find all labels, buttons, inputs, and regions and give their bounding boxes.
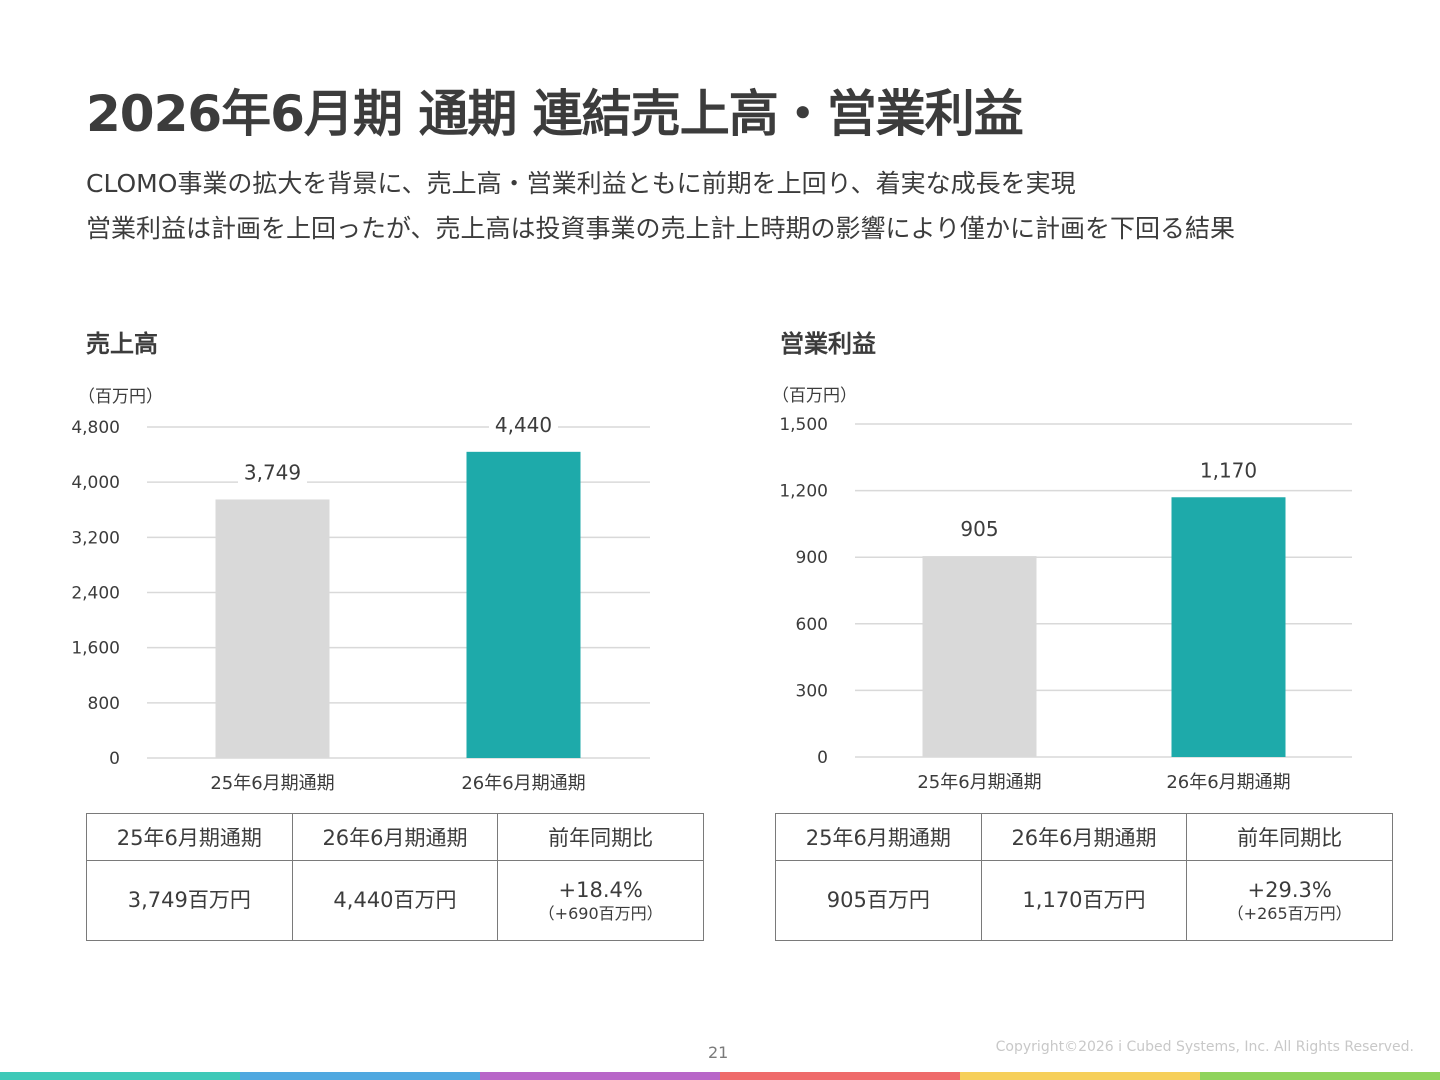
- table-row: 3,749百万円 4,440百万円 +18.4% （+690百万円）: [86, 860, 704, 941]
- bottom-bar-segment: [720, 1072, 960, 1080]
- bar: [466, 451, 581, 758]
- table-header-row: 25年6月期通期 26年6月期通期 前年同期比: [775, 813, 1393, 861]
- page-title: 2026年6月期 通期 連結売上高・営業利益: [86, 85, 1024, 143]
- sales-change-amt: （+690百万円）: [538, 903, 663, 923]
- y-tick-label: 4,800: [71, 418, 120, 438]
- copyright-notice: Copyright©2026 i Cubed Systems, Inc. All…: [995, 1039, 1414, 1055]
- data-label: 1,170: [1200, 458, 1257, 482]
- x-tick-label: 25年6月期通期: [210, 773, 334, 794]
- profit-bar-chart: 0 300 600 900 1,200 1,500 905 25年6月期通期 1,170 26年6…: [779, 415, 1352, 793]
- bar: [215, 499, 330, 758]
- bottom-bar-segment: [960, 1072, 1200, 1080]
- data-label: 4,440: [495, 413, 552, 437]
- bottom-bar-segment: [480, 1072, 720, 1080]
- page-number: 21: [708, 1043, 729, 1062]
- data-label-bg: [956, 514, 1003, 545]
- y-tick-label: 1,200: [779, 482, 828, 502]
- sales-bar-chart: 0 800 1,600 2,400 3,200 4,000 4,800 3,749 25年6月期…: [71, 409, 650, 794]
- bottom-color-bar: [0, 1072, 1440, 1080]
- y-tick-label: 2,400: [71, 584, 120, 604]
- bottom-bar-segment: [0, 1072, 240, 1080]
- bar: [1171, 497, 1286, 757]
- y-tick-label: 800: [88, 694, 120, 714]
- subtitle-line-2: 営業利益は計画を上回ったが、売上高は投資事業の売上計上時期の影響により僅かに計画…: [86, 214, 1236, 243]
- sales-change-pct: +18.4%: [558, 878, 643, 903]
- data-label: 3,749: [244, 460, 301, 484]
- y-tick-label: 600: [796, 615, 828, 635]
- y-tick-label: 3,200: [71, 528, 120, 548]
- table-header-change: 前年同期比: [497, 813, 704, 861]
- bottom-bar-segment: [240, 1072, 480, 1080]
- y-tick-label: 900: [796, 548, 828, 568]
- profit-chart-unit: （百万円）: [772, 386, 857, 406]
- profit-summary-table: 25年6月期通期 26年6月期通期 前年同期比 905百万円 1,170百万円 …: [775, 813, 1393, 941]
- data-label-bg: [489, 409, 558, 440]
- sales-prev-value: 3,749百万円: [86, 860, 293, 941]
- profit-change-amt: （+265百万円）: [1227, 903, 1352, 923]
- data-label-bg: [238, 457, 307, 488]
- table-header-curr: 26年6月期通期: [980, 813, 1188, 861]
- table-header-prev: 25年6月期通期: [775, 813, 982, 861]
- table-header-change: 前年同期比: [1186, 813, 1393, 861]
- profit-chart-title: 営業利益: [780, 330, 876, 358]
- profit-curr-value: 1,170百万円: [980, 860, 1188, 941]
- table-header-prev: 25年6月期通期: [86, 813, 293, 861]
- y-tick-label: 4,000: [71, 473, 120, 493]
- y-tick-label: 1,500: [779, 415, 828, 435]
- sales-chart-unit: （百万円）: [78, 387, 163, 407]
- data-label: 905: [960, 517, 998, 541]
- x-tick-label: 25年6月期通期: [917, 772, 1041, 793]
- bottom-bar-segment: [1200, 1072, 1440, 1080]
- y-tick-label: 1,600: [71, 639, 120, 659]
- subtitle-line-1: CLOMO事業の拡大を背景に、売上高・営業利益ともに前期を上回り、着実な成長を実…: [86, 169, 1076, 198]
- y-tick-label: 0: [817, 748, 828, 768]
- x-tick-label: 26年6月期通期: [461, 773, 585, 794]
- y-tick-label: 300: [796, 681, 828, 701]
- profit-change-pct: +29.3%: [1247, 878, 1332, 903]
- data-label-bg: [1194, 455, 1263, 486]
- sales-summary-table: 25年6月期通期 26年6月期通期 前年同期比 3,749百万円 4,440百万…: [86, 813, 704, 941]
- sales-curr-value: 4,440百万円: [291, 860, 499, 941]
- table-row: 905百万円 1,170百万円 +29.3% （+265百万円）: [775, 860, 1393, 941]
- table-header-curr: 26年6月期通期: [291, 813, 499, 861]
- y-tick-label: 0: [109, 749, 120, 769]
- profit-prev-value: 905百万円: [775, 860, 982, 941]
- x-tick-label: 26年6月期通期: [1166, 772, 1290, 793]
- bar: [922, 556, 1037, 757]
- sales-chart-title: 売上高: [86, 330, 158, 358]
- profit-change-cell: +29.3% （+265百万円）: [1186, 860, 1393, 941]
- table-header-row: 25年6月期通期 26年6月期通期 前年同期比: [86, 813, 704, 861]
- sales-change-cell: +18.4% （+690百万円）: [497, 860, 704, 941]
